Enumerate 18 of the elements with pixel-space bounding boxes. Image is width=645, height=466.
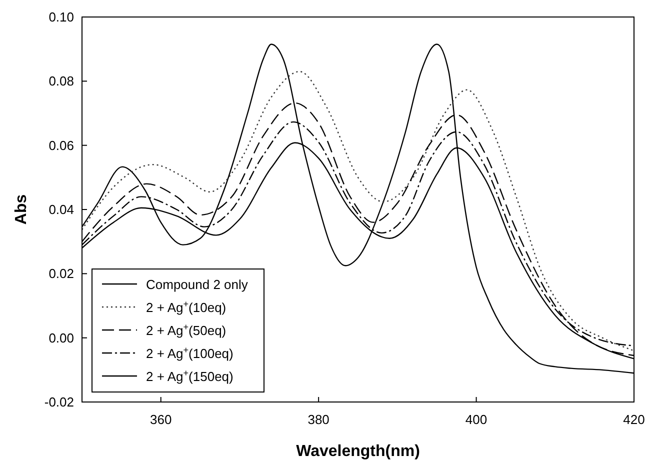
y-tick-label: 0.10 xyxy=(48,10,74,24)
y-tick-label: 0.08 xyxy=(48,74,74,89)
legend-label: 2 + Ag$^{+}$(50eq) xyxy=(146,322,226,338)
legend-label: 2 + Ag$^{+}$(150eq) xyxy=(146,368,234,384)
y-tick-label: 0.06 xyxy=(48,138,74,153)
legend-label: Compound 2 only xyxy=(146,277,248,292)
legend-label: 2 + Ag$^{+}$(100eq) xyxy=(146,345,234,361)
y-tick-label: 0.02 xyxy=(48,266,74,282)
y-axis-title: Abs xyxy=(13,194,30,225)
legend-label: 2 + Ag$^{+}$(10eq) xyxy=(146,299,226,315)
y-tick-label: 0.00 xyxy=(48,330,74,346)
y-tick-label: -0.02 xyxy=(44,394,74,410)
x-tick-label: 400 xyxy=(465,412,488,427)
y-tick-label: 0.04 xyxy=(48,202,74,217)
x-tick-label: 360 xyxy=(150,412,172,427)
x-tick-label: 420 xyxy=(623,412,645,427)
x-tick-label: 380 xyxy=(308,412,330,427)
x-axis-title: Wavelength(nm) xyxy=(296,443,420,460)
